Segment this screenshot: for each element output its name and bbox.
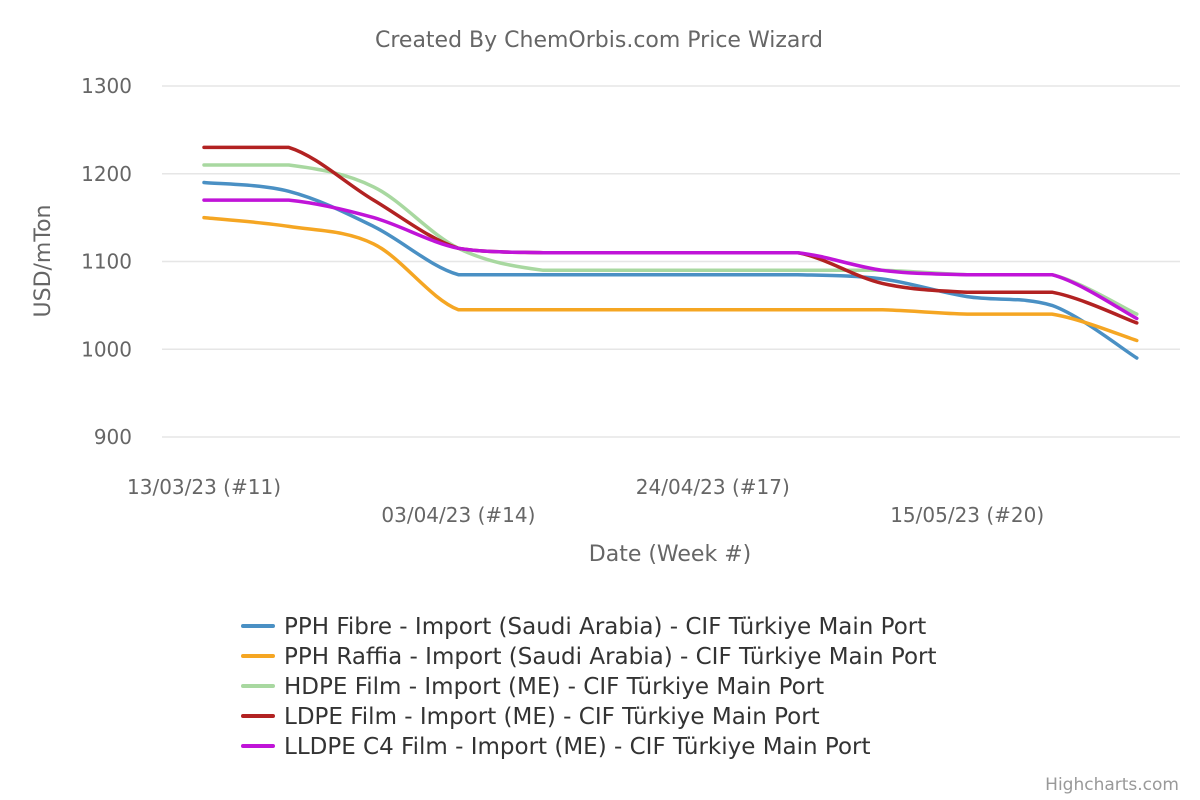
legend-label: HDPE Film - Import (ME) - CIF Türkiye Ma… <box>284 674 824 700</box>
grid-lines <box>162 85 1180 438</box>
legend-label: PPH Fibre - Import (Saudi Arabia) - CIF … <box>284 614 926 640</box>
x-tick-label: 13/03/23 (#11) <box>127 475 281 499</box>
y-tick-label: 1300 <box>81 74 132 98</box>
x-axis-title: Date (Week #) <box>589 542 751 567</box>
x-axis-ticks: 13/03/23 (#11) 03/04/23 (#14) 24/04/23 (#1… <box>127 475 1044 527</box>
y-tick-label: 900 <box>94 425 132 449</box>
series-lines <box>202 145 1139 360</box>
legend-label: LDPE Film - Import (ME) - CIF Türkiye Ma… <box>284 704 820 730</box>
y-axis-title: USD/mTon <box>31 205 56 318</box>
credits-link[interactable]: Highcharts.com <box>1045 775 1179 795</box>
legend-label: LLDPE C4 Film - Import (ME) - CIF Türkiy… <box>284 734 871 760</box>
y-tick-label: 1100 <box>81 250 132 274</box>
legend-item[interactable]: PPH Raffia - Import (Saudi Arabia) - CIF… <box>241 644 937 670</box>
legend-item[interactable]: HDPE Film - Import (ME) - CIF Türkiye Ma… <box>241 674 824 700</box>
x-tick-label: 15/05/23 (#20) <box>890 503 1044 527</box>
series-line[interactable] <box>202 198 1139 321</box>
x-tick-label: 03/04/23 (#14) <box>381 503 535 527</box>
series-line[interactable] <box>202 215 1139 343</box>
legend-item[interactable]: LDPE Film - Import (ME) - CIF Türkiye Ma… <box>241 704 820 730</box>
legend-label: PPH Raffia - Import (Saudi Arabia) - CIF… <box>284 644 937 670</box>
y-axis-ticks: 900 1000 1100 1200 1300 <box>81 74 132 449</box>
y-tick-label: 1200 <box>81 162 132 186</box>
chart-title: Created By ChemOrbis.com Price Wizard <box>375 28 823 53</box>
series-line[interactable] <box>202 180 1139 360</box>
legend-item[interactable]: LLDPE C4 Film - Import (ME) - CIF Türkiy… <box>241 734 871 760</box>
legend-item[interactable]: PPH Fibre - Import (Saudi Arabia) - CIF … <box>241 614 926 640</box>
x-tick-label: 24/04/23 (#17) <box>636 475 790 499</box>
y-tick-label: 1000 <box>81 337 132 361</box>
legend: PPH Fibre - Import (Saudi Arabia) - CIF … <box>241 614 937 760</box>
